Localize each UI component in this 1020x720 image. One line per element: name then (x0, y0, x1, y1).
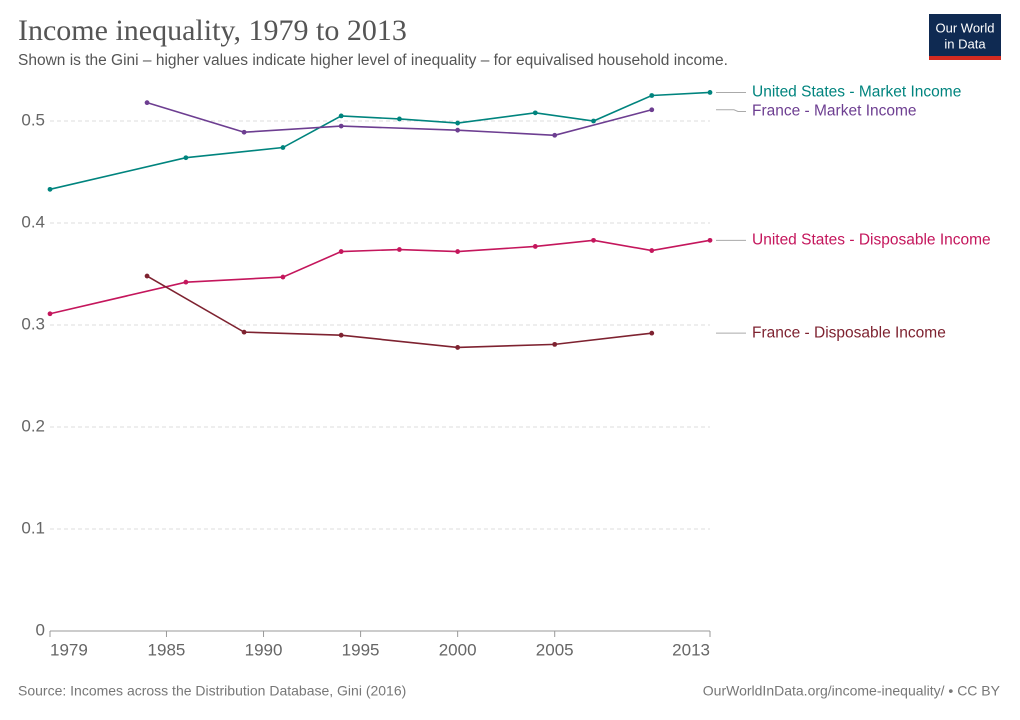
point (183, 279, 189, 285)
point (338, 113, 344, 119)
x-tick-label: 2005 (536, 640, 574, 659)
point (707, 237, 713, 243)
point (144, 273, 150, 279)
point (241, 329, 247, 335)
series-line (146, 275, 652, 349)
point (649, 107, 655, 113)
point (455, 249, 461, 254)
point (707, 90, 713, 95)
y-tick-label: 0.1 (21, 518, 45, 537)
series-line (49, 91, 711, 191)
y-tick-label: 0.2 (21, 416, 45, 435)
legend-label: France - Market Income (752, 103, 917, 120)
y-tick-label: 0.3 (21, 314, 45, 333)
point (649, 330, 655, 336)
legend-label: France - Disposable Income (752, 324, 946, 341)
y-tick-label: 0.4 (21, 212, 45, 231)
logo-box (929, 14, 1001, 60)
series-line (49, 239, 711, 315)
point (649, 248, 655, 253)
logo-text: in Data (944, 36, 986, 51)
y-tick-label: 0.5 (21, 110, 45, 129)
source: Source: Incomes across the Distribution … (18, 683, 406, 699)
x-tick-label: 1979 (50, 640, 88, 659)
logo-text: Our World (936, 20, 995, 35)
point (338, 249, 344, 254)
legend-connector (716, 109, 746, 112)
point (532, 110, 538, 116)
url: OurWorldInData.org/income-inequality/ • … (703, 683, 1001, 699)
point (649, 93, 655, 98)
x-tick-label: 2000 (439, 640, 477, 659)
point (455, 120, 461, 126)
series-line (146, 101, 652, 137)
x-tick-label: 1990 (245, 640, 283, 659)
point (552, 132, 558, 138)
chart-subtitle: Shown is the Gini – higher values indica… (18, 52, 728, 69)
point (241, 129, 247, 135)
x-tick-label: 1985 (148, 640, 186, 659)
point (591, 237, 596, 243)
point (144, 100, 150, 106)
point (280, 274, 286, 280)
y-tick-label: 0 (36, 620, 45, 639)
point (47, 186, 53, 192)
point (280, 145, 286, 150)
point (532, 244, 538, 249)
chart-title: Income inequality, 1979 to 2013 (18, 14, 407, 47)
x-tick-label: 1995 (342, 640, 380, 659)
point (552, 341, 558, 347)
logo-stripe (929, 56, 1001, 60)
legend-label: United States - Disposable Income (752, 231, 991, 248)
point (338, 332, 344, 338)
point (397, 247, 402, 252)
point (455, 345, 461, 350)
x-tick-label: 2013 (672, 640, 710, 659)
point (47, 311, 53, 317)
point (455, 127, 461, 133)
point (397, 116, 402, 122)
legend-label: United States - Market Income (752, 84, 961, 101)
point (338, 123, 344, 129)
point (183, 155, 189, 161)
point (591, 118, 596, 124)
